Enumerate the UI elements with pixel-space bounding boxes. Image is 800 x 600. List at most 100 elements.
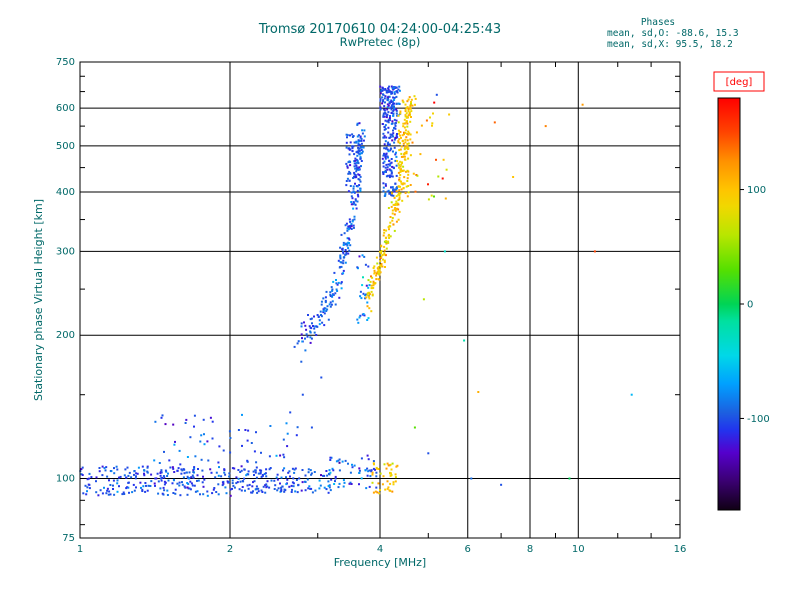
- data-point: [285, 422, 288, 425]
- data-point: [366, 292, 369, 295]
- data-point: [307, 487, 310, 490]
- data-point: [382, 93, 385, 96]
- data-point: [162, 475, 165, 477]
- data-point: [200, 434, 203, 437]
- data-point: [383, 171, 386, 173]
- data-point: [386, 103, 389, 106]
- data-point: [378, 492, 381, 495]
- data-point: [394, 124, 397, 127]
- data-point: [358, 147, 361, 150]
- data-point: [283, 488, 286, 491]
- data-point: [366, 305, 369, 308]
- data-point: [348, 238, 351, 241]
- data-point: [131, 491, 134, 494]
- data-point: [356, 123, 359, 126]
- data-point: [391, 120, 394, 123]
- data-point: [408, 112, 411, 115]
- data-point: [404, 103, 407, 106]
- data-point: [179, 463, 182, 466]
- data-point: [116, 479, 119, 482]
- data-point: [366, 474, 369, 477]
- data-point: [384, 183, 387, 186]
- data-point: [382, 186, 385, 189]
- data-point: [359, 295, 362, 298]
- data-point: [357, 173, 360, 176]
- data-point: [378, 268, 381, 271]
- data-point: [359, 180, 362, 183]
- data-point: [409, 104, 412, 107]
- data-point: [360, 477, 363, 480]
- data-point: [229, 488, 232, 491]
- data-point: [387, 111, 390, 114]
- data-point: [381, 87, 384, 90]
- colorbar-unit-box: [713, 71, 765, 92]
- data-point: [322, 474, 324, 477]
- data-point: [388, 192, 391, 195]
- data-point: [328, 484, 331, 487]
- data-point: [80, 468, 83, 471]
- data-point: [385, 91, 388, 94]
- data-point: [345, 222, 348, 225]
- data-point: [388, 233, 390, 236]
- data-point: [342, 244, 345, 246]
- data-point: [396, 114, 399, 117]
- data-point: [157, 492, 160, 495]
- data-point: [400, 145, 403, 148]
- data-point: [323, 486, 326, 489]
- data-point: [402, 182, 405, 185]
- data-point: [261, 475, 264, 477]
- data-point: [394, 476, 397, 479]
- data-point: [384, 140, 387, 143]
- data-point: [326, 474, 329, 477]
- data-point: [348, 179, 351, 182]
- data-point: [383, 88, 386, 91]
- data-point: [376, 267, 379, 270]
- data-point: [372, 460, 375, 463]
- data-point: [189, 436, 192, 439]
- data-point: [422, 298, 425, 301]
- data-point: [235, 482, 238, 485]
- data-point: [331, 294, 334, 296]
- data-point: [143, 474, 146, 477]
- data-point: [241, 413, 243, 416]
- data-point: [200, 458, 203, 461]
- data-point: [295, 434, 298, 437]
- data-point: [397, 141, 400, 144]
- data-point: [405, 121, 408, 124]
- data-point: [385, 116, 388, 119]
- data-point: [386, 148, 389, 151]
- data-point: [193, 484, 196, 487]
- data-point: [391, 217, 394, 219]
- data-point: [342, 485, 345, 488]
- data-point: [402, 142, 405, 145]
- data-point: [260, 475, 263, 478]
- data-point: [350, 225, 353, 228]
- data-point: [412, 172, 415, 175]
- data-point: [391, 139, 394, 142]
- data-point: [394, 182, 397, 185]
- data-point: [410, 110, 413, 113]
- data-point: [163, 480, 166, 483]
- data-point: [347, 237, 350, 240]
- data-point: [369, 280, 372, 283]
- data-point: [291, 467, 294, 470]
- data-point: [404, 145, 407, 148]
- data-point: [330, 286, 333, 289]
- data-point: [410, 116, 412, 118]
- data-point: [352, 191, 355, 193]
- data-point: [395, 102, 398, 105]
- data-point: [363, 129, 366, 132]
- data-point: [172, 423, 175, 426]
- data-point: [288, 470, 291, 473]
- data-point: [396, 136, 399, 139]
- data-point: [161, 492, 164, 495]
- data-point: [398, 194, 401, 197]
- data-point: [382, 99, 385, 102]
- data-point: [308, 485, 311, 488]
- data-point: [363, 314, 366, 317]
- data-point: [384, 95, 387, 98]
- data-point: [206, 490, 209, 493]
- data-point: [319, 310, 322, 313]
- data-point: [193, 467, 196, 470]
- data-point: [119, 475, 122, 478]
